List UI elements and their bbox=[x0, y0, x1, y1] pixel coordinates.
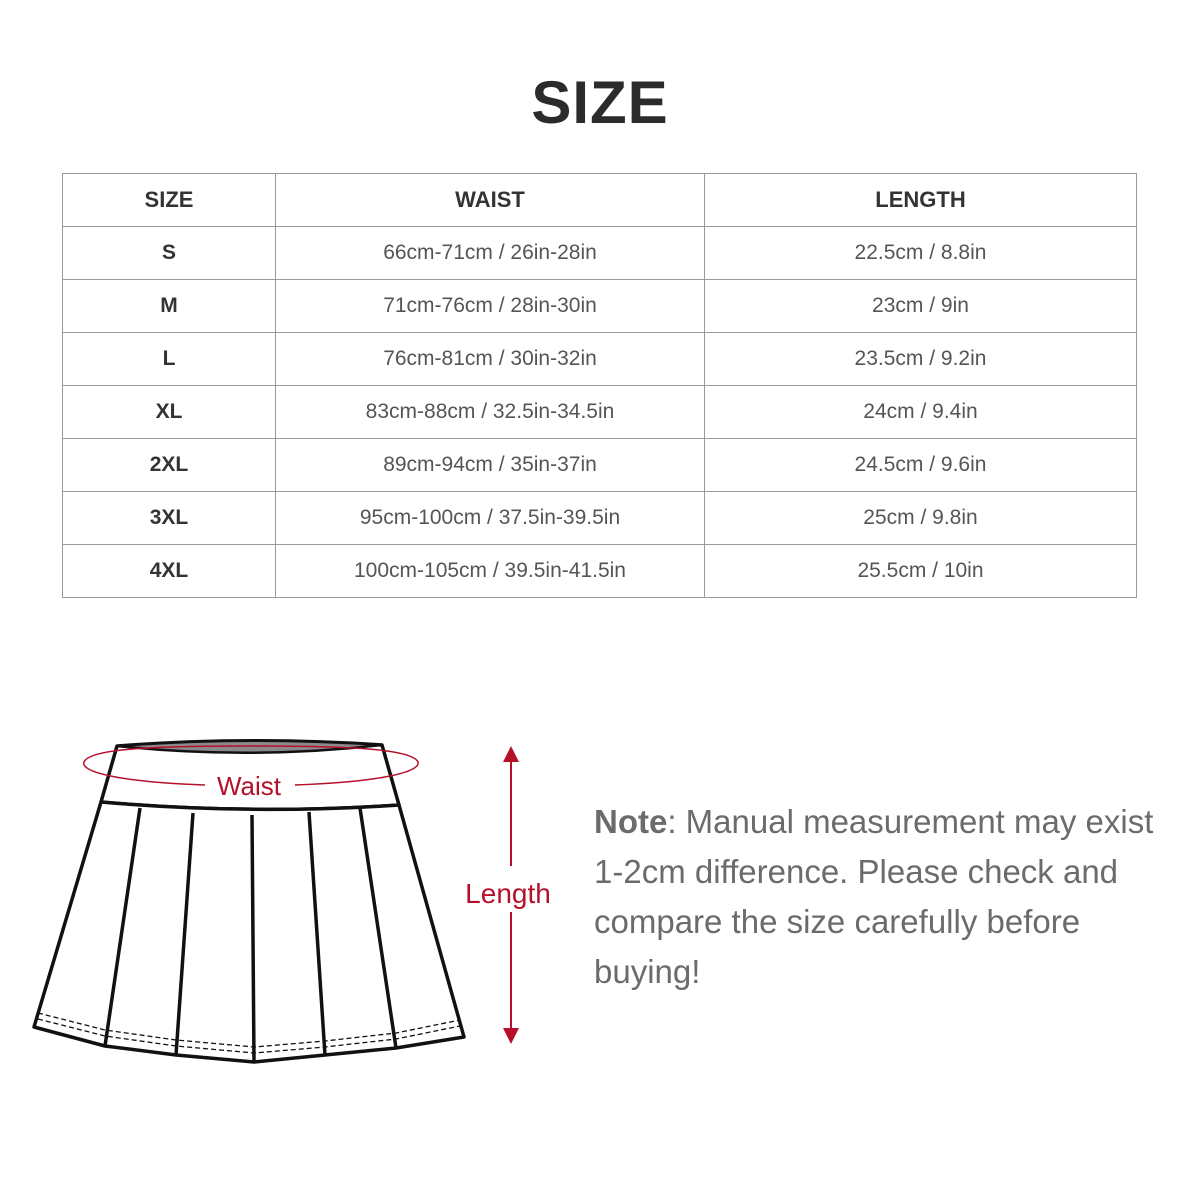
cell-length: 23cm / 9in bbox=[704, 279, 1137, 333]
length-arrow bbox=[503, 746, 519, 1044]
waist-measure bbox=[83, 745, 419, 786]
cell-size: M bbox=[62, 279, 276, 333]
skirt-illustration bbox=[32, 738, 466, 1064]
page-title: SIZE bbox=[531, 69, 669, 136]
table-row: XL 83cm-88cm / 32.5in-34.5in 24cm / 9.4in bbox=[62, 385, 1137, 439]
cell-waist: 95cm-100cm / 37.5in-39.5in bbox=[275, 491, 705, 545]
note-label: Note bbox=[594, 803, 668, 840]
cell-size: 4XL bbox=[62, 544, 276, 598]
header-length: LENGTH bbox=[704, 173, 1137, 227]
size-table: SIZE WAIST LENGTH S 66cm-71cm / 26in-28in… bbox=[62, 173, 1137, 598]
table-row: 3XL 95cm-100cm / 37.5in-39.5in 25cm / 9.8i… bbox=[62, 491, 1137, 545]
table-row: L 76cm-81cm / 30in-32in 23.5cm / 9.2in bbox=[62, 332, 1137, 386]
cell-waist: 100cm-105cm / 39.5in-41.5in bbox=[275, 544, 705, 598]
waist-label: Waist bbox=[217, 771, 282, 801]
cell-waist: 89cm-94cm / 35in-37in bbox=[275, 438, 705, 492]
cell-length: 24.5cm / 9.6in bbox=[704, 438, 1137, 492]
note-body: : Manual measurement may exist 1-2cm dif… bbox=[594, 803, 1154, 990]
table-row: M 71cm-76cm / 28in-30in 23cm / 9in bbox=[62, 279, 1137, 333]
cell-waist: 76cm-81cm / 30in-32in bbox=[275, 332, 705, 386]
cell-length: 25.5cm / 10in bbox=[704, 544, 1137, 598]
table-row: 4XL 100cm-105cm / 39.5in-41.5in 25.5cm / 1… bbox=[62, 544, 1137, 598]
note-text: Note: Manual measurement may exist 1-2cm… bbox=[594, 797, 1154, 997]
length-label: Length bbox=[465, 878, 551, 909]
header-size: SIZE bbox=[62, 173, 276, 227]
cell-size: L bbox=[62, 332, 276, 386]
cell-waist: 71cm-76cm / 28in-30in bbox=[275, 279, 705, 333]
cell-length: 23.5cm / 9.2in bbox=[704, 332, 1137, 386]
cell-waist: 83cm-88cm / 32.5in-34.5in bbox=[275, 385, 705, 439]
table-row: 2XL 89cm-94cm / 35in-37in 24.5cm / 9.6in bbox=[62, 438, 1137, 492]
cell-waist: 66cm-71cm / 26in-28in bbox=[275, 226, 705, 280]
cell-size: XL bbox=[62, 385, 276, 439]
cell-size: S bbox=[62, 226, 276, 280]
cell-length: 25cm / 9.8in bbox=[704, 491, 1137, 545]
